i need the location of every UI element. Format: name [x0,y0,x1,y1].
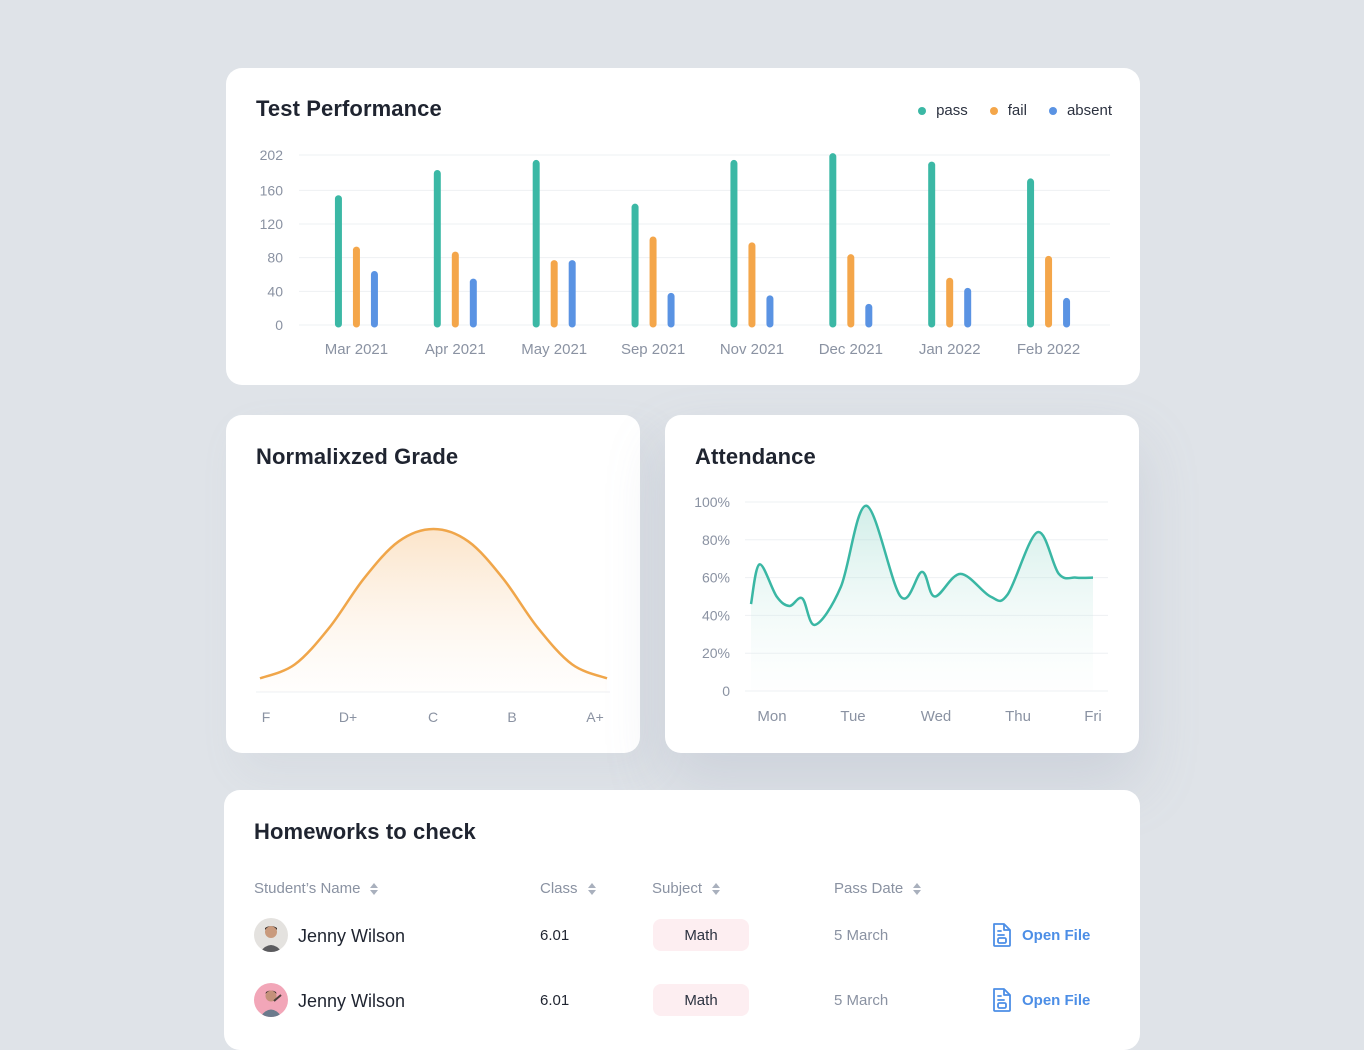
test-performance-card: Test Performance pass fail absent 0 40 80 1… [226,68,1140,385]
open-file-label: Open File [1022,926,1091,944]
legend-dot-fail [989,106,998,115]
legend-item-pass[interactable]: pass [918,102,968,119]
x-tick-label: Dec 2021 [819,341,883,358]
x-tick-label: Wed [921,708,952,725]
avatar[interactable] [254,918,288,952]
subject-badge: Math [653,984,749,1016]
y-tick-label: 40% [702,607,730,623]
sort-icon[interactable] [712,882,721,895]
y-tick-label: 160 [260,182,284,198]
sort-icon[interactable] [370,882,379,895]
y-tick-label: 80% [702,532,730,548]
chart-legend: pass fail absent [918,102,1112,119]
file-icon [993,988,1011,1012]
x-tick-label: A+ [586,709,604,725]
grade-curve [259,527,608,680]
y-tick-label: 40 [267,283,283,299]
column-header-label: Pass Date [834,880,904,897]
homeworks-title: Homeworks to check [254,819,476,844]
legend-item-absent[interactable]: absent [1048,102,1112,119]
x-tick-label: Tue [840,708,865,725]
y-tick-label: 60% [702,570,730,586]
attendance-area [751,505,1093,691]
legend-label-fail: fail [1007,102,1027,119]
y-tick-label: 120 [260,216,284,232]
column-header-class[interactable]: Class [540,880,596,897]
column-header-pass-date[interactable]: Pass Date [834,880,922,897]
y-tick-label: 100% [694,494,730,510]
y-tick-label: 20% [702,645,730,661]
open-file-button[interactable]: Open File [990,987,1090,1013]
legend-label-pass: pass [936,102,968,119]
x-tick-label: Sep 2021 [621,341,685,358]
x-tick-label: Jan 2022 [919,341,981,358]
class-value: 6.01 [540,992,570,1009]
normalized-grade-title: Normalixzed Grade [256,444,459,469]
y-tick-label: 80 [267,250,283,266]
attendance-card: Attendance 0 20% 40% 60% 80% 100% Mon Tue Wed Thu… [665,415,1139,753]
avatar-person-icon [260,926,282,952]
column-header-label: Subject [652,880,703,897]
student-name: Jenny Wilson [298,926,406,946]
student-name: Jenny Wilson [298,991,406,1011]
x-tick-label: Nov 2021 [720,341,784,358]
column-header-label: Student’s Name [254,880,361,897]
normalized-grade-chart: F D+ C B A+ [256,527,610,725]
open-file-label: Open File [1022,991,1091,1009]
attendance-line [749,504,1094,627]
x-tick-label: Feb 2022 [1017,341,1080,358]
legend-dot-pass [918,106,927,115]
avatar-person-icon [260,990,282,1017]
open-file-button[interactable]: Open File [990,922,1090,948]
subject-badge: Math [653,919,749,951]
x-tick-label: Fri [1084,708,1102,725]
y-tick-label: 0 [275,317,283,333]
x-tick-label: Mar 2021 [325,341,388,358]
legend-item-fail[interactable]: fail [989,102,1027,119]
legend-dot-absent [1048,106,1057,115]
x-tick-label: May 2021 [521,341,587,358]
grade-area [260,529,607,692]
class-value: 6.01 [540,927,570,944]
test-performance-chart: 0 40 80 120 160 202 Mar 2021 Apr 2021 May 2021 Se… [260,147,1110,358]
sort-icon[interactable] [587,882,596,895]
pass-date: 5 March [834,992,889,1009]
column-header-label: Class [540,880,578,897]
attendance-title: Attendance [695,444,816,469]
pass-date: 5 March [834,927,889,944]
x-tick-label: C [428,709,438,725]
column-header-subject[interactable]: Subject [652,880,721,897]
column-header-student-name[interactable]: Student’s Name [254,880,379,897]
test-performance-title: Test Performance [256,96,442,121]
sort-icon[interactable] [913,882,922,895]
x-tick-label: Thu [1005,708,1031,725]
legend-label-absent: absent [1066,102,1112,119]
attendance-chart: 0 20% 40% 60% 80% 100% Mon Tue Wed Thu Fri [694,494,1108,725]
normalized-grade-card: Normalixzed Grade F D+ C B A+ [226,415,640,753]
y-tick-label: 202 [260,147,284,163]
x-tick-label: Apr 2021 [425,341,486,358]
avatar[interactable] [254,983,288,1017]
x-tick-label: D+ [339,709,357,725]
x-tick-label: Mon [757,708,786,725]
file-icon [993,923,1011,947]
x-tick-label: B [507,709,516,725]
y-tick-label: 0 [722,683,730,699]
x-tick-label: F [262,709,271,725]
